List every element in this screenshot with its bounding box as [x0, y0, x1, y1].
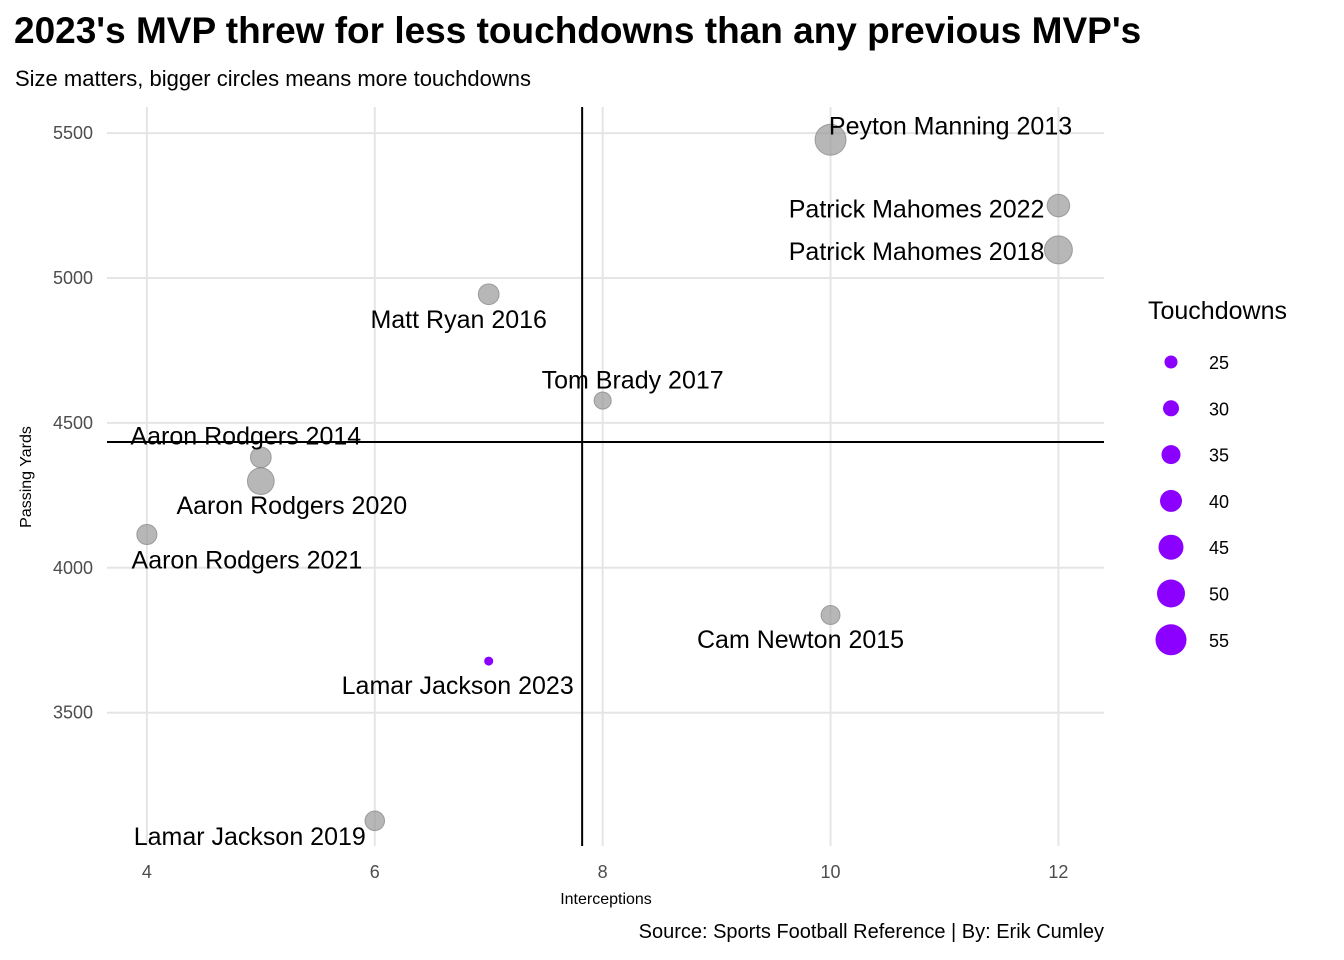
- point-peyton-manning-2013: [814, 123, 847, 156]
- point-patrick-mahomes-2022: [1046, 193, 1071, 218]
- legend-title: Touchdowns: [1148, 297, 1287, 325]
- x-tick-label: 12: [1048, 862, 1068, 882]
- y-tick-label: 4000: [53, 558, 93, 578]
- legend-label: 35: [1209, 446, 1229, 466]
- x-tick-label: 6: [370, 862, 380, 882]
- label-peyton-manning-2013: Peyton Manning 2013: [829, 113, 1072, 141]
- chart-title: 2023's MVP threw for less touchdowns tha…: [14, 10, 1142, 51]
- point-labels: Peyton Manning 2013 Patrick Mahomes 2022 P…: [130, 113, 1072, 851]
- legend-circle: [1157, 579, 1185, 608]
- point-aaron-rodgers-2021: [136, 523, 158, 546]
- label-lamar-jackson-2023: Lamar Jackson 2023: [342, 672, 574, 700]
- y-tick-label: 5500: [53, 123, 93, 143]
- axis-ticks: 4 6 8 10 12 3500 4000 4500 5000 5500: [53, 123, 1068, 882]
- label-aaron-rodgers-2021: Aaron Rodgers 2021: [132, 546, 363, 574]
- label-tom-brady-2017: Tom Brady 2017: [542, 367, 724, 395]
- y-tick-label: 5000: [53, 268, 93, 288]
- legend-circle: [1164, 355, 1178, 369]
- legend-label: 25: [1209, 353, 1229, 373]
- point-tom-brady-2017: [593, 391, 612, 410]
- legend-label: 30: [1209, 399, 1229, 419]
- legend-circle: [1160, 489, 1182, 512]
- label-matt-ryan-2016: Matt Ryan 2016: [370, 306, 547, 334]
- label-aaron-rodgers-2014: Aaron Rodgers 2014: [130, 422, 361, 450]
- label-cam-newton-2015: Cam Newton 2015: [697, 626, 904, 654]
- point-matt-ryan-2016: [477, 283, 500, 306]
- legend-label: 50: [1209, 585, 1229, 605]
- x-axis-title: Interceptions: [560, 891, 652, 908]
- point-patrick-mahomes-2018: [1043, 235, 1073, 265]
- chart-caption: Source: Sports Football Reference | By: …: [638, 921, 1104, 943]
- point-aaron-rodgers-2020: [246, 467, 275, 496]
- grid-lines: [107, 107, 1104, 846]
- y-tick-label: 4500: [53, 413, 93, 433]
- legend-circle: [1163, 400, 1179, 417]
- legend-label: 45: [1209, 538, 1229, 558]
- point-lamar-jackson-2019: [364, 810, 386, 832]
- legend-circle: [1161, 445, 1181, 465]
- legend-label: 55: [1209, 631, 1229, 651]
- y-tick-label: 3500: [53, 703, 93, 723]
- label-patrick-mahomes-2018: Patrick Mahomes 2018: [789, 238, 1045, 266]
- reference-lines: [107, 107, 1104, 846]
- legend-circle: [1158, 534, 1184, 560]
- x-tick-label: 10: [821, 862, 841, 882]
- label-patrick-mahomes-2022: Patrick Mahomes 2022: [789, 196, 1045, 224]
- size-legend: Touchdowns 25 30 35 40 45 50 55: [1148, 297, 1287, 656]
- y-axis-title: Passing Yards: [18, 426, 35, 528]
- x-tick-label: 8: [598, 862, 608, 882]
- x-tick-label: 4: [142, 862, 152, 882]
- chart-subtitle: Size matters, bigger circles means more …: [15, 66, 531, 91]
- point-cam-newton-2015: [820, 605, 841, 626]
- data-points: [136, 123, 1073, 832]
- point-lamar-jackson-2023: [484, 656, 494, 666]
- label-aaron-rodgers-2020: Aaron Rodgers 2020: [176, 492, 407, 520]
- label-lamar-jackson-2019: Lamar Jackson 2019: [134, 823, 366, 851]
- legend-label: 40: [1209, 492, 1229, 512]
- legend-circle: [1155, 624, 1187, 656]
